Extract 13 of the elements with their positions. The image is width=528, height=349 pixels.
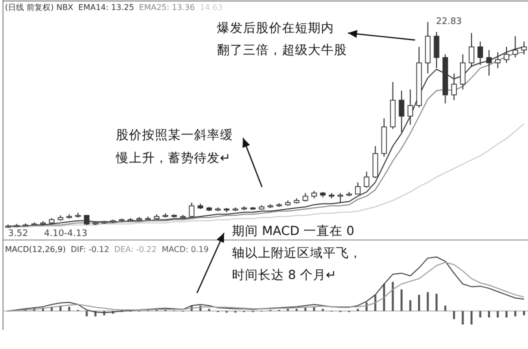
annotation: 期间 MACD 一直在 0轴以上附近区域平飞，时间长达 8 个月↵	[232, 223, 362, 282]
annotation: 股价按照某一斜率缓慢上升，蓄势待发↵	[115, 127, 233, 165]
text: MACD: 0.19	[162, 245, 209, 254]
text: 4.10-4.13	[44, 229, 88, 239]
annotation: 爆发后股价在短期内翻了三倍，超级大牛股	[217, 20, 347, 57]
text: EMA14: 13.25	[78, 3, 134, 12]
text: DIF: -0.12	[70, 245, 110, 254]
annotation: 22.83	[436, 17, 462, 27]
text: DEA: -0.22	[114, 245, 157, 254]
chart-title: MACD(12,26,9)	[5, 245, 66, 254]
text: EMA25: 13.36	[139, 3, 195, 12]
chart-title: (日线 前复权) NBX	[5, 3, 74, 12]
text: 3.52	[8, 229, 28, 239]
